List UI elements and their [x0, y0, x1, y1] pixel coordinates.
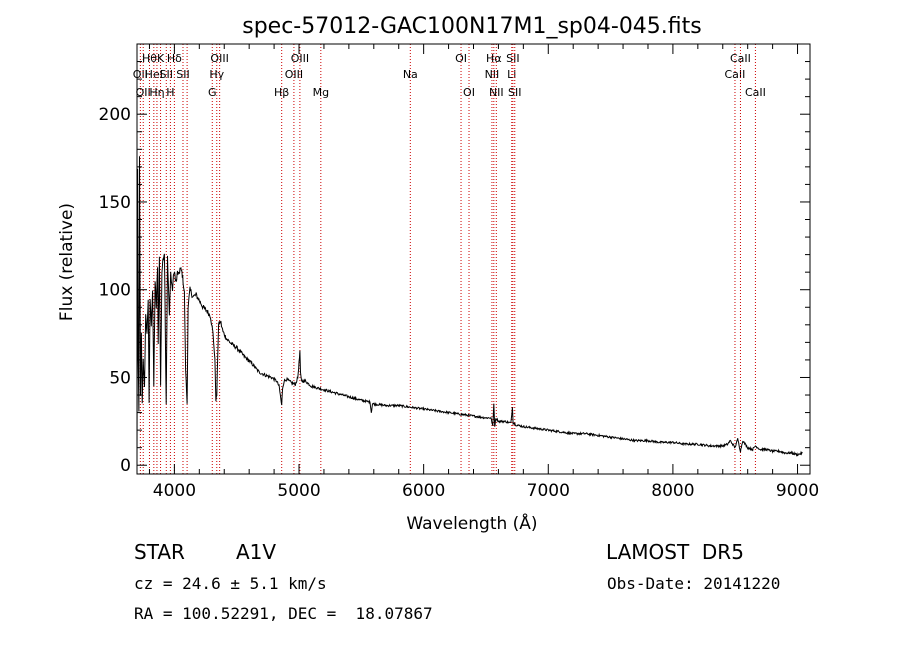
x-axis-ticks: 4000 5000 6000 7000 8000 9000: [148, 44, 819, 501]
line-label-Hβ: Hβ: [274, 86, 289, 99]
plot-frame: [136, 43, 811, 475]
chart-title: spec-57012-GAC100N17M1_sp04-045.fits: [242, 14, 702, 39]
line-label-NII: NII: [485, 68, 500, 81]
object-subclass: A1V: [236, 540, 277, 564]
line-label-Li: Li: [507, 68, 516, 81]
line-label-H: H: [166, 86, 174, 99]
line-label-OIII: OIII: [291, 52, 309, 65]
object-class: STAR: [134, 540, 185, 564]
spectral-line-markers: OIIOIIHθHeIHηKSIIHHδSIIGHγOIIIHβOIIIOIII…: [133, 44, 766, 474]
line-label-HeI: HeI: [145, 68, 163, 81]
spectrum-line: [136, 156, 803, 457]
x-tick-label: 8000: [651, 481, 694, 501]
redshift-cz: cz = 24.6 ± 5.1 km/s: [134, 574, 327, 593]
line-label-SII: SII: [176, 68, 189, 81]
line-label-NII: NII: [489, 86, 504, 99]
survey-label: LAMOST DR5: [606, 540, 744, 564]
line-label-OI: OI: [463, 86, 475, 99]
line-label-Na: Na: [403, 68, 418, 81]
observation-date: Obs-Date: 20141220: [607, 574, 781, 593]
line-label-SII: SII: [506, 52, 519, 65]
line-label-OIII: OIII: [285, 68, 303, 81]
line-label-SII: SII: [160, 68, 173, 81]
y-tick-label: 50: [109, 368, 131, 388]
line-label-K: K: [157, 52, 165, 65]
y-tick-label: 200: [99, 105, 131, 125]
line-label-OI: OI: [455, 52, 467, 65]
x-tick-label: 4000: [153, 481, 196, 501]
line-label-CaII: CaII: [745, 86, 766, 99]
line-label-CaII: CaII: [730, 52, 751, 65]
line-label-Mg: Mg: [313, 86, 329, 99]
line-label-Hγ: Hγ: [209, 68, 224, 81]
line-label-Hδ: Hδ: [167, 52, 182, 65]
x-tick-label: 7000: [527, 481, 570, 501]
x-tick-label: 6000: [402, 481, 445, 501]
y-axis-label: Flux (relative): [57, 203, 77, 321]
y-tick-label: 0: [120, 456, 131, 476]
line-label-Hθ: Hθ: [142, 52, 157, 65]
line-label-OII: OII: [136, 86, 151, 99]
line-label-G: G: [208, 86, 217, 99]
x-axis-label: Wavelength (Å): [406, 512, 537, 534]
line-label-CaII: CaII: [725, 68, 746, 81]
y-tick-label: 100: [99, 281, 131, 301]
y-axis-ticks: 0 50 100 150 200: [99, 61, 810, 476]
line-label-Hη: Hη: [149, 86, 164, 99]
x-tick-label: 5000: [277, 481, 320, 501]
coordinates: RA = 100.52291, DEC = 18.07867: [134, 604, 433, 623]
y-tick-label: 150: [99, 193, 131, 213]
line-label-SII: SII: [508, 86, 521, 99]
x-tick-label: 9000: [776, 481, 819, 501]
line-label-OIII: OIII: [210, 52, 228, 65]
line-label-Hα: Hα: [486, 52, 502, 65]
